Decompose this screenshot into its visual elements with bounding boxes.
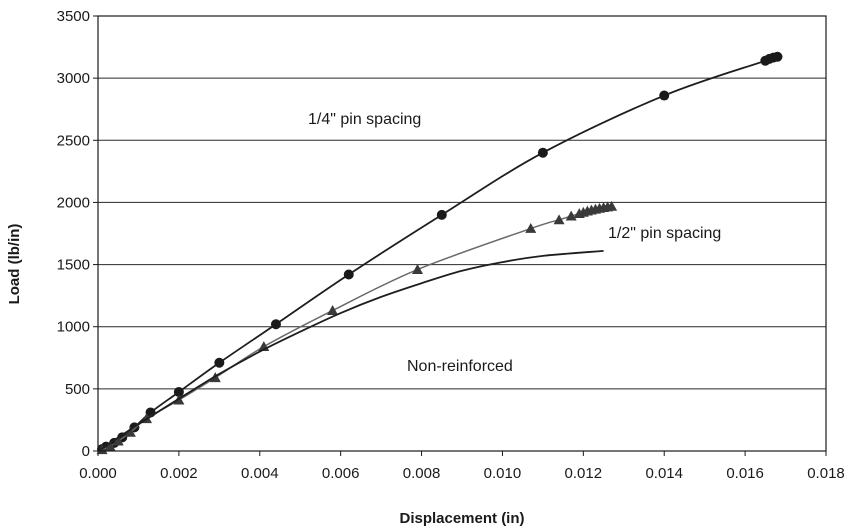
y-tick-label: 1500 [57, 257, 90, 274]
x-tick-label: 0.012 [565, 465, 603, 482]
plot-area-border [97, 15, 827, 452]
data-point-half [606, 200, 618, 211]
data-point-quarter [436, 209, 447, 220]
data-point-quarter [270, 319, 281, 330]
series-line-none [97, 250, 604, 452]
y-tick-label: 2000 [57, 194, 90, 211]
axes [93, 15, 827, 456]
x-tick-label: 0.014 [645, 465, 683, 482]
data-point-quarter [772, 51, 783, 62]
x-tick-label: 0.002 [160, 465, 198, 482]
series-line-half [101, 205, 612, 451]
data-point-half [112, 435, 124, 446]
data-point-half [104, 441, 116, 452]
data-point-half [412, 264, 424, 274]
x-tick-label: 0.008 [403, 465, 441, 482]
annotation-half-pin: 1/2" pin spacing [608, 225, 721, 242]
x-tick-label: 0.010 [484, 465, 522, 482]
y-tick-label: 3500 [57, 8, 90, 25]
y-tick-label: 1000 [57, 319, 90, 336]
data-point-half [565, 210, 577, 221]
y-tick-label: 0 [82, 443, 90, 460]
y-tick-label: 3000 [57, 70, 90, 87]
x-tick-label: 0.016 [726, 465, 764, 482]
data-point-quarter [537, 147, 548, 158]
x-tick-label: 0.006 [322, 465, 360, 482]
y-axis-title: Load (lb/in) [6, 224, 23, 305]
y-tick-label: 2500 [57, 132, 90, 149]
data-point-half [124, 426, 136, 437]
data-point-quarter [659, 90, 670, 101]
data-point-half [327, 305, 339, 315]
data-point-quarter [173, 386, 184, 397]
x-tick-label: 0.004 [241, 465, 279, 482]
data-point-half [553, 214, 565, 225]
series-line-quarter [101, 55, 778, 450]
series-layer [96, 51, 783, 455]
data-point-quarter [214, 357, 225, 368]
x-axis-title: Displacement (in) [399, 510, 524, 527]
annotation-non-reinforced: Non-reinforced [407, 358, 513, 375]
x-tick-label: 0.018 [807, 465, 845, 482]
annotation-quarter-pin: 1/4" pin spacing [308, 111, 421, 128]
data-point-quarter [343, 269, 354, 280]
tick-labels: 0 500 1000 1500 2000 2500 3000 3500 0.000 0.002 0.… [57, 8, 845, 482]
x-tick-label: 0.000 [79, 465, 117, 482]
data-point-half [525, 223, 537, 233]
y-tick-label: 500 [65, 381, 90, 398]
